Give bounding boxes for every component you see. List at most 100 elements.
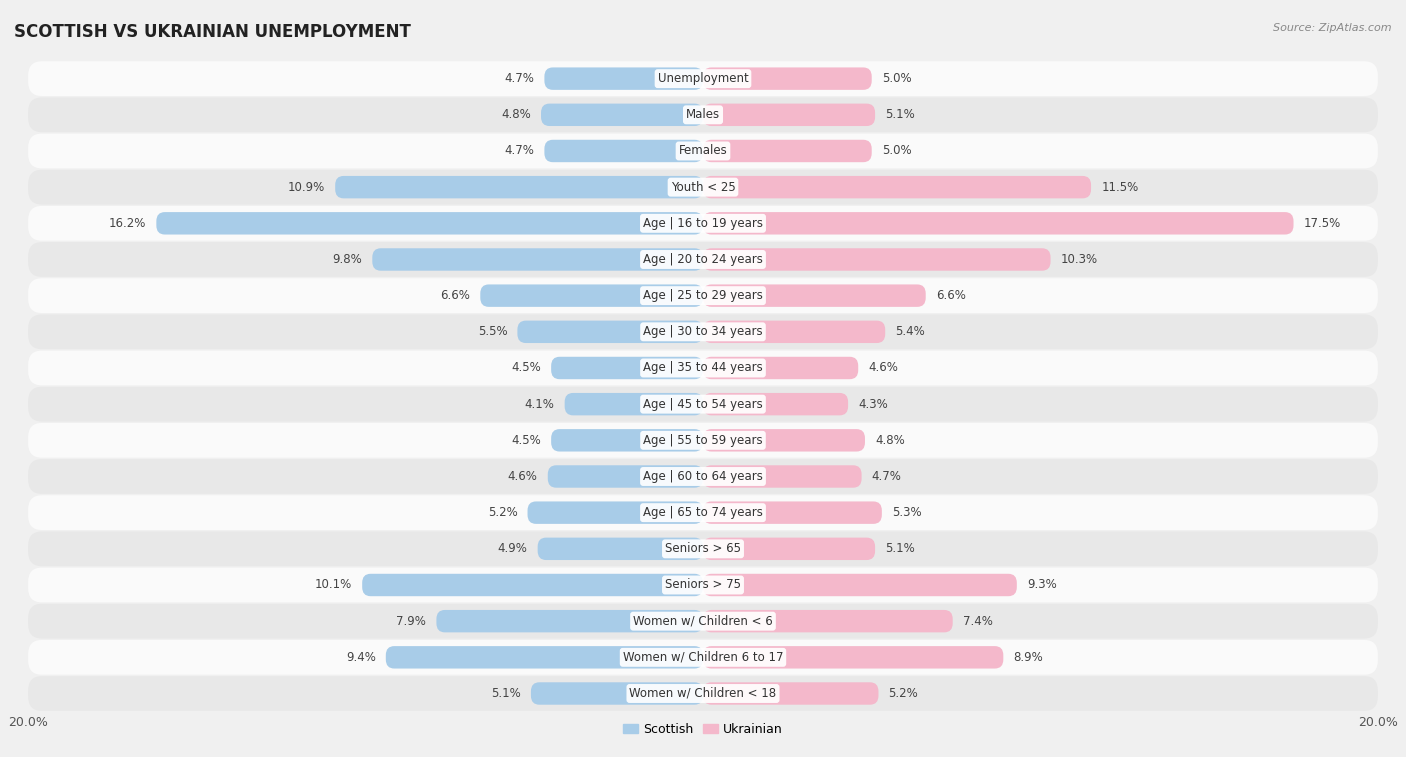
FancyBboxPatch shape	[28, 279, 1378, 313]
Text: Age | 45 to 54 years: Age | 45 to 54 years	[643, 397, 763, 410]
FancyBboxPatch shape	[548, 466, 703, 488]
FancyBboxPatch shape	[517, 321, 703, 343]
Text: 5.1%: 5.1%	[886, 542, 915, 556]
Text: 16.2%: 16.2%	[108, 217, 146, 230]
FancyBboxPatch shape	[28, 568, 1378, 603]
Text: 6.6%: 6.6%	[440, 289, 470, 302]
Text: 5.1%: 5.1%	[491, 687, 520, 700]
FancyBboxPatch shape	[703, 104, 875, 126]
Text: Source: ZipAtlas.com: Source: ZipAtlas.com	[1274, 23, 1392, 33]
Text: 10.1%: 10.1%	[315, 578, 352, 591]
Text: Youth < 25: Youth < 25	[671, 181, 735, 194]
FancyBboxPatch shape	[28, 134, 1378, 168]
Text: Age | 25 to 29 years: Age | 25 to 29 years	[643, 289, 763, 302]
FancyBboxPatch shape	[537, 537, 703, 560]
FancyBboxPatch shape	[544, 67, 703, 90]
FancyBboxPatch shape	[703, 248, 1050, 271]
FancyBboxPatch shape	[28, 531, 1378, 566]
Text: 4.9%: 4.9%	[498, 542, 527, 556]
Text: 10.3%: 10.3%	[1060, 253, 1098, 266]
FancyBboxPatch shape	[28, 170, 1378, 204]
FancyBboxPatch shape	[703, 429, 865, 451]
Text: 9.3%: 9.3%	[1026, 578, 1057, 591]
Text: 4.1%: 4.1%	[524, 397, 554, 410]
Text: 4.5%: 4.5%	[512, 362, 541, 375]
Text: Age | 20 to 24 years: Age | 20 to 24 years	[643, 253, 763, 266]
FancyBboxPatch shape	[703, 466, 862, 488]
FancyBboxPatch shape	[363, 574, 703, 597]
Text: 8.9%: 8.9%	[1014, 651, 1043, 664]
Text: Women w/ Children < 18: Women w/ Children < 18	[630, 687, 776, 700]
FancyBboxPatch shape	[28, 350, 1378, 385]
FancyBboxPatch shape	[703, 176, 1091, 198]
FancyBboxPatch shape	[551, 357, 703, 379]
FancyBboxPatch shape	[703, 393, 848, 416]
FancyBboxPatch shape	[703, 285, 925, 307]
Text: 5.2%: 5.2%	[889, 687, 918, 700]
Text: 7.4%: 7.4%	[963, 615, 993, 628]
FancyBboxPatch shape	[28, 604, 1378, 638]
FancyBboxPatch shape	[28, 242, 1378, 277]
Text: 9.8%: 9.8%	[332, 253, 363, 266]
FancyBboxPatch shape	[544, 140, 703, 162]
FancyBboxPatch shape	[703, 501, 882, 524]
FancyBboxPatch shape	[28, 61, 1378, 96]
Text: 5.4%: 5.4%	[896, 326, 925, 338]
FancyBboxPatch shape	[156, 212, 703, 235]
Text: 7.9%: 7.9%	[396, 615, 426, 628]
FancyBboxPatch shape	[703, 537, 875, 560]
Text: 9.4%: 9.4%	[346, 651, 375, 664]
Text: 6.6%: 6.6%	[936, 289, 966, 302]
FancyBboxPatch shape	[703, 321, 886, 343]
FancyBboxPatch shape	[565, 393, 703, 416]
Text: 17.5%: 17.5%	[1303, 217, 1341, 230]
FancyBboxPatch shape	[373, 248, 703, 271]
FancyBboxPatch shape	[551, 429, 703, 451]
FancyBboxPatch shape	[436, 610, 703, 632]
FancyBboxPatch shape	[541, 104, 703, 126]
FancyBboxPatch shape	[28, 676, 1378, 711]
Text: 4.7%: 4.7%	[505, 72, 534, 85]
FancyBboxPatch shape	[703, 357, 858, 379]
Text: Age | 35 to 44 years: Age | 35 to 44 years	[643, 362, 763, 375]
Text: Age | 55 to 59 years: Age | 55 to 59 years	[643, 434, 763, 447]
Text: 4.3%: 4.3%	[858, 397, 889, 410]
Text: SCOTTISH VS UKRAINIAN UNEMPLOYMENT: SCOTTISH VS UKRAINIAN UNEMPLOYMENT	[14, 23, 411, 41]
Text: Age | 16 to 19 years: Age | 16 to 19 years	[643, 217, 763, 230]
Text: 5.3%: 5.3%	[891, 506, 921, 519]
Text: 4.7%: 4.7%	[872, 470, 901, 483]
Text: 10.9%: 10.9%	[288, 181, 325, 194]
Text: 11.5%: 11.5%	[1101, 181, 1139, 194]
Text: 4.8%: 4.8%	[501, 108, 531, 121]
Text: Age | 65 to 74 years: Age | 65 to 74 years	[643, 506, 763, 519]
FancyBboxPatch shape	[531, 682, 703, 705]
FancyBboxPatch shape	[335, 176, 703, 198]
Legend: Scottish, Ukrainian: Scottish, Ukrainian	[619, 718, 787, 741]
FancyBboxPatch shape	[703, 610, 953, 632]
Text: Males: Males	[686, 108, 720, 121]
FancyBboxPatch shape	[703, 682, 879, 705]
Text: 5.0%: 5.0%	[882, 72, 911, 85]
FancyBboxPatch shape	[28, 640, 1378, 674]
FancyBboxPatch shape	[703, 212, 1294, 235]
Text: 4.6%: 4.6%	[869, 362, 898, 375]
Text: Age | 30 to 34 years: Age | 30 to 34 years	[643, 326, 763, 338]
FancyBboxPatch shape	[703, 67, 872, 90]
Text: Age | 60 to 64 years: Age | 60 to 64 years	[643, 470, 763, 483]
Text: Unemployment: Unemployment	[658, 72, 748, 85]
FancyBboxPatch shape	[527, 501, 703, 524]
FancyBboxPatch shape	[703, 140, 872, 162]
FancyBboxPatch shape	[28, 387, 1378, 422]
FancyBboxPatch shape	[703, 574, 1017, 597]
Text: 4.8%: 4.8%	[875, 434, 905, 447]
FancyBboxPatch shape	[703, 646, 1004, 668]
Text: Females: Females	[679, 145, 727, 157]
Text: 4.5%: 4.5%	[512, 434, 541, 447]
Text: 5.2%: 5.2%	[488, 506, 517, 519]
FancyBboxPatch shape	[28, 98, 1378, 132]
FancyBboxPatch shape	[385, 646, 703, 668]
Text: 5.1%: 5.1%	[886, 108, 915, 121]
Text: 4.7%: 4.7%	[505, 145, 534, 157]
Text: Seniors > 75: Seniors > 75	[665, 578, 741, 591]
Text: Women w/ Children 6 to 17: Women w/ Children 6 to 17	[623, 651, 783, 664]
